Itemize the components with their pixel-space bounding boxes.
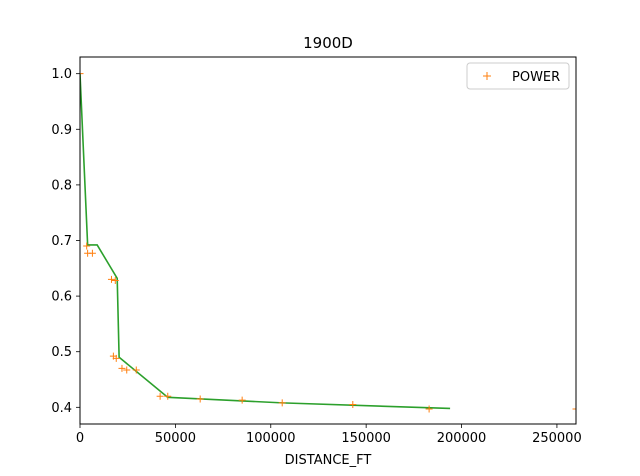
- data-point: [349, 401, 357, 409]
- data-point: [425, 405, 433, 413]
- y-tick-label: 0.8: [51, 178, 72, 193]
- data-point: [164, 392, 172, 400]
- data-point: [132, 366, 140, 374]
- data-point: [123, 366, 131, 374]
- y-tick-label: 0.4: [51, 401, 72, 416]
- y-tick-label: 0.6: [51, 290, 72, 305]
- plot-area: [80, 70, 576, 413]
- data-point: [112, 354, 120, 362]
- plot-frame: [79, 56, 577, 425]
- x-tick-label: 150000: [341, 431, 391, 446]
- x-tick-label: 50000: [155, 431, 196, 446]
- x-tick-label: 200000: [437, 431, 487, 446]
- y-tick-label: 0.5: [51, 345, 72, 360]
- data-point: [83, 242, 91, 250]
- data-point: [278, 399, 286, 407]
- data-point: [156, 392, 164, 400]
- legend-label: POWER: [512, 70, 560, 85]
- data-point: [80, 70, 84, 78]
- series-group: [80, 70, 576, 413]
- data-point: [111, 277, 119, 285]
- data-point: [107, 275, 115, 283]
- chart-title: 1900D: [303, 34, 353, 52]
- legend: POWER: [466, 62, 570, 90]
- x-tick-label: 250000: [532, 431, 582, 446]
- series-line: [80, 73, 451, 410]
- legend-box: [466, 62, 570, 90]
- data-point: [238, 396, 246, 404]
- x-tick-label: 100000: [246, 431, 296, 446]
- data-point: [118, 364, 126, 372]
- axes: 0 50000 100000 150000 200000 250000 0.4 0.5 0.6 0…: [51, 56, 582, 446]
- data-point: [88, 249, 96, 257]
- x-tick-label: 0: [76, 431, 84, 446]
- legend-marker: [483, 72, 491, 80]
- data-point: [196, 395, 204, 403]
- y-tick-label: 0.9: [51, 123, 72, 138]
- y-tick-label: 0.7: [51, 234, 72, 249]
- data-point: [572, 405, 576, 413]
- x-axis-label: DISTANCE_FT: [285, 453, 372, 468]
- y-tick-label: 1.0: [51, 67, 72, 82]
